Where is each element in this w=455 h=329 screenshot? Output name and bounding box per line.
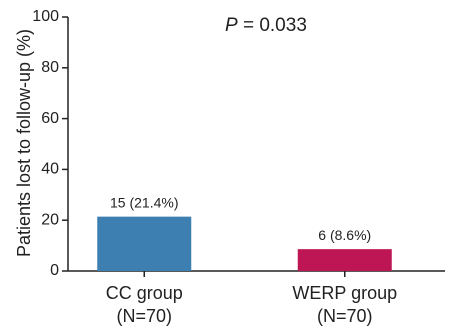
- y-tick-label: 100: [32, 8, 59, 25]
- x-category-sublabel: (N=70): [116, 306, 172, 326]
- y-tick-label: 60: [41, 110, 59, 127]
- y-tick-label: 40: [41, 161, 59, 178]
- x-axis: CC group (N=70) WERP group (N=70): [68, 270, 445, 326]
- y-tick-label: 20: [41, 211, 59, 228]
- p-value-text: = 0.033: [238, 15, 307, 36]
- bar: [97, 216, 192, 271]
- y-tick-label: 80: [41, 59, 59, 76]
- y-axis-label: Patients lost to follow-up (%): [14, 29, 34, 257]
- bars: 15 (21.4%) 6 (8.6%): [97, 195, 392, 271]
- y-tick-label: 0: [50, 262, 59, 279]
- y-axis: 0 20 40 60 80 100: [32, 8, 69, 279]
- p-value-symbol: P: [225, 15, 238, 36]
- bar-data-label: 6 (8.6%): [318, 227, 371, 243]
- x-category-label: WERP group: [292, 283, 397, 303]
- bar: [297, 249, 392, 271]
- p-value-annotation: P = 0.033: [225, 15, 307, 36]
- x-category-sublabel: (N=70): [317, 306, 373, 326]
- bar-data-label: 15 (21.4%): [110, 195, 178, 211]
- x-category-label: CC group: [106, 283, 183, 303]
